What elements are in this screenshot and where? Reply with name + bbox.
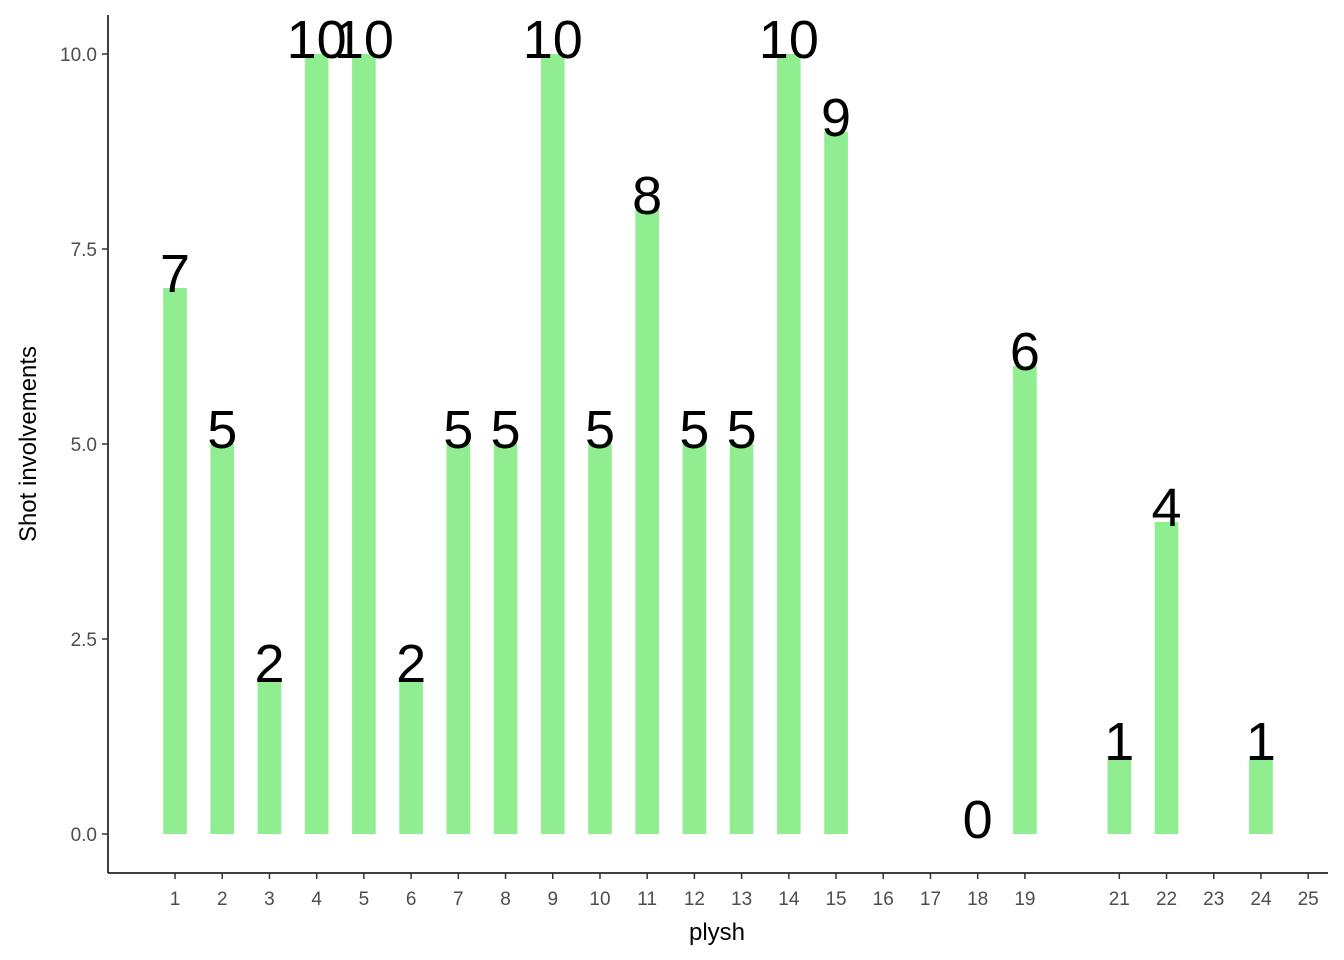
x-tick-label: 11 — [637, 889, 657, 910]
value-label: 2 — [396, 634, 426, 694]
value-label: 7 — [160, 244, 190, 304]
y-tick-label: 0.0 — [71, 825, 97, 846]
value-label: 8 — [632, 166, 662, 226]
bar — [1107, 756, 1132, 834]
y-tick-label: 7.5 — [71, 240, 97, 261]
value-label: 5 — [207, 400, 237, 460]
bar — [257, 678, 282, 834]
x-tick-label: 5 — [359, 889, 370, 910]
x-axis-title: plysh — [689, 919, 745, 946]
x-tick-label: 10 — [589, 889, 610, 910]
x-tick-label: 24 — [1250, 889, 1272, 910]
bar — [1013, 366, 1037, 834]
value-label: 6 — [1010, 322, 1040, 382]
value-label: 9 — [821, 88, 851, 148]
x-tick-label: 17 — [920, 889, 941, 910]
value-label: 10 — [523, 10, 583, 70]
x-tick-label: 19 — [1014, 889, 1035, 910]
x-tick-label: 23 — [1203, 889, 1224, 910]
x-tick-label: 15 — [825, 889, 846, 910]
x-tick-label: 2 — [217, 889, 228, 910]
value-label: 10 — [287, 10, 347, 70]
x-tick-label: 7 — [453, 889, 464, 910]
bar — [540, 54, 565, 834]
y-tick-label: 2.5 — [71, 630, 97, 651]
x-tick-label: 12 — [684, 889, 705, 910]
x-tick-label: 18 — [967, 889, 988, 910]
bar — [588, 444, 612, 834]
x-tick-label: 6 — [406, 889, 417, 910]
bar — [210, 444, 235, 834]
value-label: 5 — [679, 400, 709, 460]
bar — [729, 444, 754, 834]
bar — [352, 54, 376, 834]
bar — [635, 210, 659, 834]
x-tick-label: 4 — [311, 889, 322, 910]
bar — [304, 54, 329, 834]
value-label: 5 — [443, 400, 473, 460]
y-axis-title: Shot involvements — [15, 346, 42, 542]
value-label: 10 — [759, 10, 819, 70]
x-tick-label: 25 — [1298, 889, 1319, 910]
x-tick-label: 21 — [1109, 889, 1130, 910]
value-label: 1 — [1104, 712, 1134, 772]
y-tick-label: 10.0 — [60, 45, 97, 66]
value-label: 4 — [1152, 478, 1182, 538]
x-tick-label: 1 — [170, 889, 181, 910]
value-label: 10 — [334, 10, 394, 70]
x-tick-label: 16 — [873, 889, 894, 910]
value-label: 1 — [1246, 712, 1276, 772]
bar — [446, 444, 471, 834]
bar — [1154, 522, 1179, 834]
x-tick-label: 3 — [264, 889, 275, 910]
bar — [493, 444, 518, 834]
bar — [163, 288, 187, 834]
bar — [682, 444, 707, 834]
bar — [777, 54, 801, 834]
y-tick-label: 5.0 — [71, 435, 97, 456]
value-label: 5 — [727, 400, 757, 460]
value-label: 5 — [585, 400, 615, 460]
x-tick-label: 22 — [1156, 889, 1177, 910]
value-label: 0 — [963, 790, 993, 850]
x-tick-label: 13 — [731, 889, 752, 910]
bar — [1249, 756, 1273, 834]
bar — [399, 678, 423, 834]
bar — [824, 132, 848, 834]
x-tick-label: 14 — [778, 889, 800, 910]
value-label: 5 — [491, 400, 521, 460]
value-label: 2 — [254, 634, 284, 694]
x-tick-label: 9 — [547, 889, 558, 910]
x-tick-label: 8 — [500, 889, 511, 910]
